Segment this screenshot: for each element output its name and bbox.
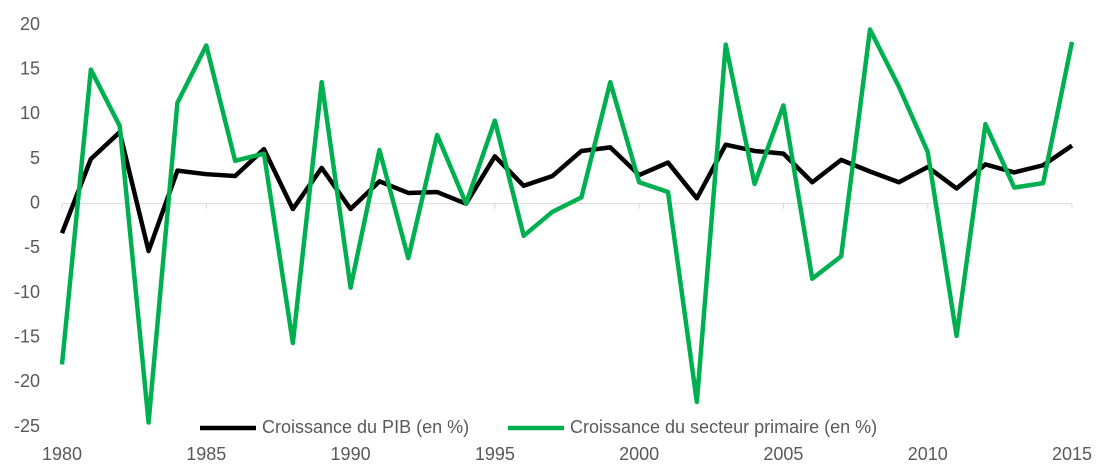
- x-tick-label: 2010: [908, 444, 948, 464]
- x-tick-label: 1980: [42, 444, 82, 464]
- y-tick-label: -10: [14, 282, 40, 302]
- y-tick-label: 0: [30, 192, 40, 212]
- y-tick-label: -20: [14, 371, 40, 391]
- y-tick-label: -25: [14, 416, 40, 436]
- x-tick-label: 2000: [619, 444, 659, 464]
- x-tick-label: 2015: [1052, 444, 1092, 464]
- y-tick-label: 15: [20, 58, 40, 78]
- y-tick-label: 10: [20, 103, 40, 123]
- legend-label: Croissance du secteur primaire (en %): [570, 417, 877, 437]
- x-tick-label: 1990: [331, 444, 371, 464]
- x-tick-label: 2005: [763, 444, 803, 464]
- y-tick-label: 5: [30, 148, 40, 168]
- x-tick-label: 1985: [186, 444, 226, 464]
- legend-label: Croissance du PIB (en %): [262, 417, 469, 437]
- legend-bg: [504, 416, 876, 440]
- y-tick-label: 20: [20, 14, 40, 34]
- series-line: [59, 129, 1074, 254]
- series-line: [59, 27, 1075, 425]
- y-tick-label: -15: [14, 326, 40, 346]
- y-tick-label: -5: [24, 237, 40, 257]
- x-tick-label: 1995: [475, 444, 515, 464]
